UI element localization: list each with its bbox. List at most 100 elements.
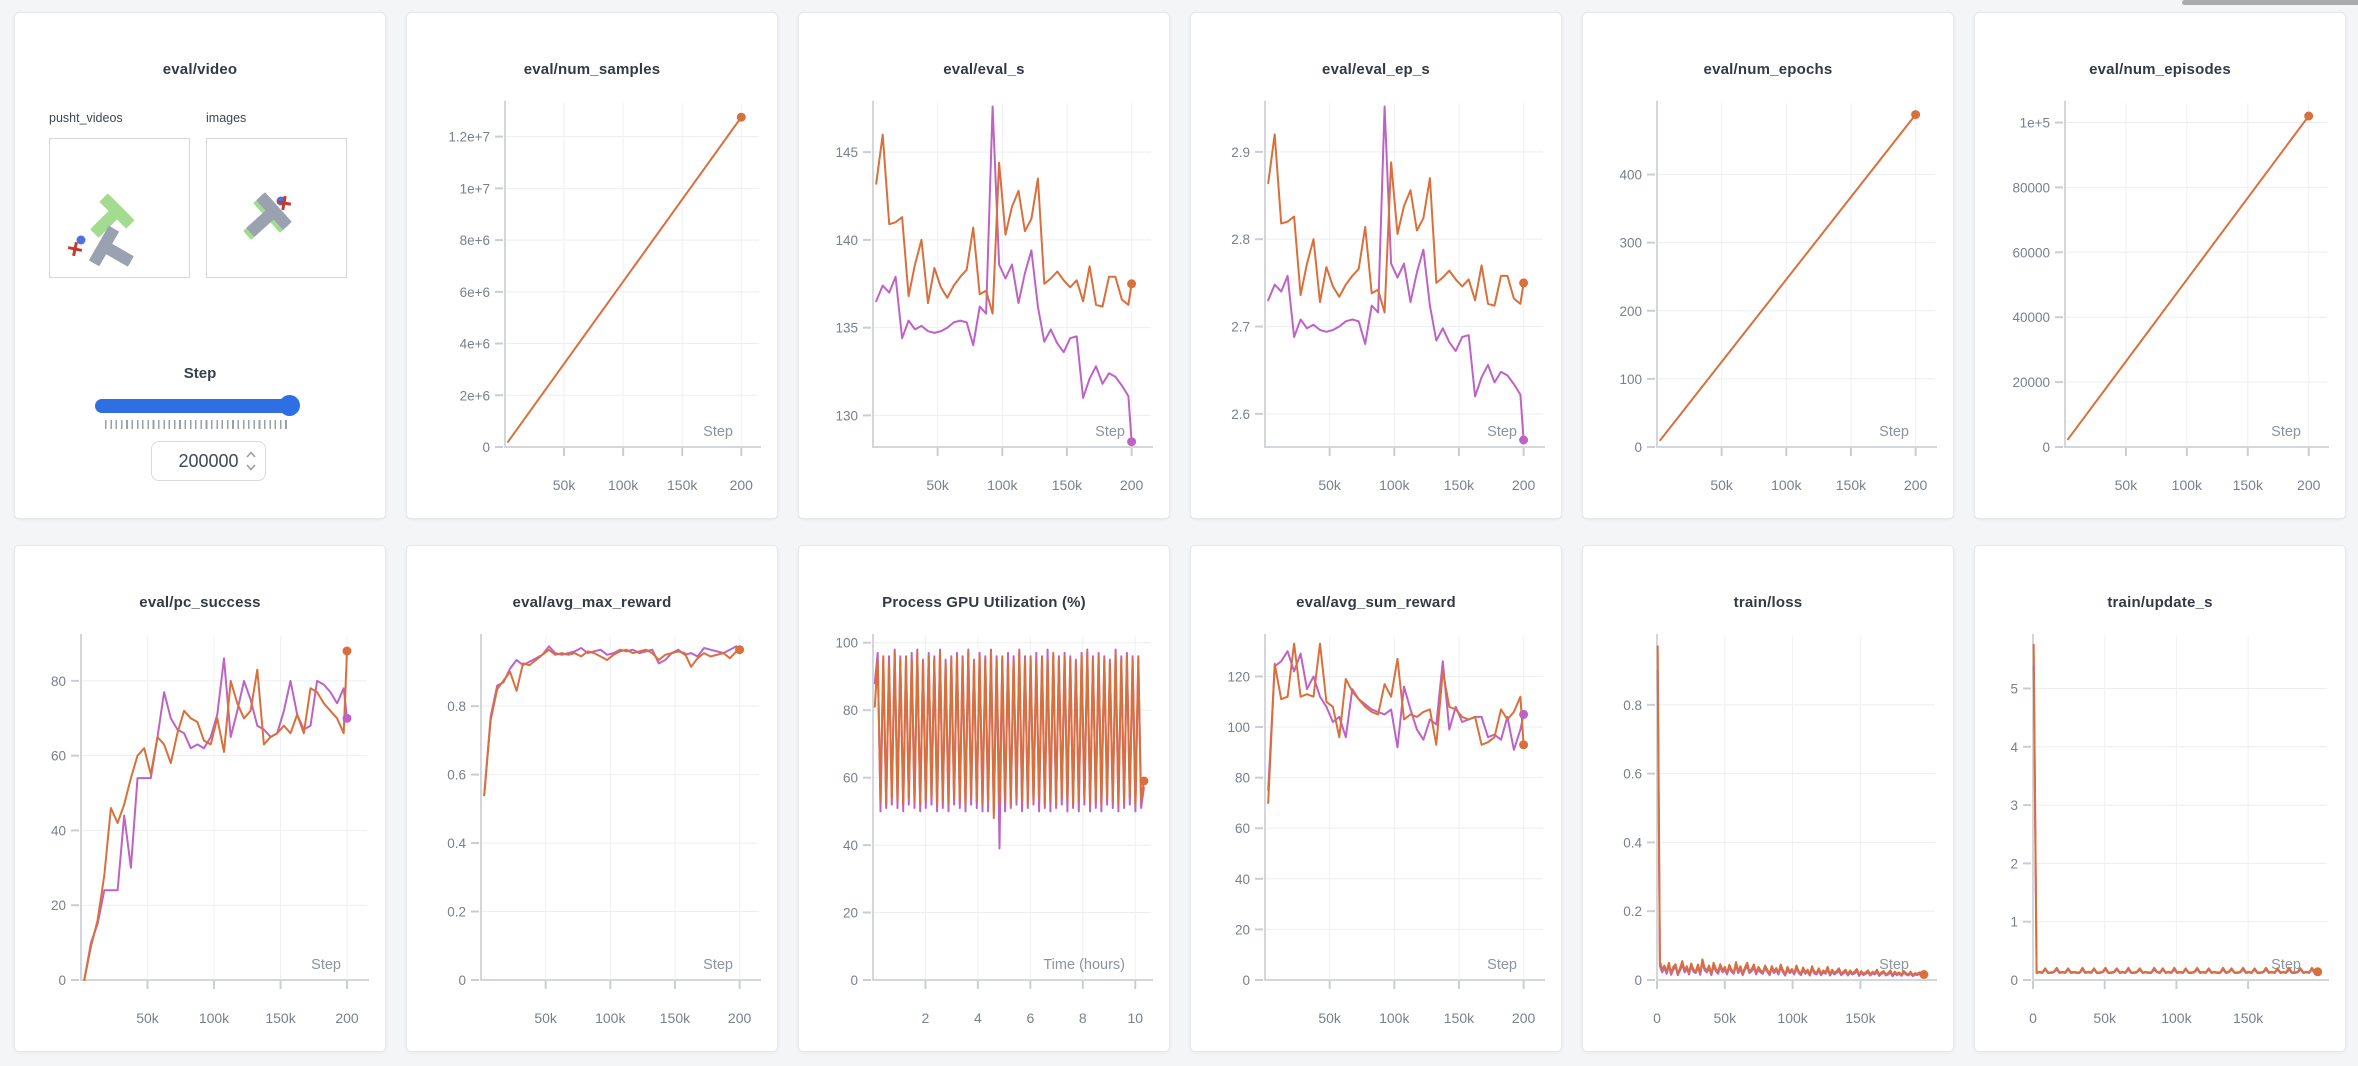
svg-text:6: 6: [1026, 1010, 1034, 1026]
panel-train-loss[interactable]: train/loss 0 0.2 0.4 0.6 0.8 0 50k 100k 150k Step: [1582, 545, 1954, 1052]
svg-text:150k: 150k: [1444, 477, 1475, 493]
line-chart-eval-pc-success[interactable]: 0 20 40 60 80 50k 100k 150k 200 Step: [15, 546, 386, 1052]
svg-text:50k: 50k: [2115, 477, 2139, 493]
line-chart-gpu-utilization[interactable]: 0 20 40 60 80 100 2 4 6 8 10 Time (hours): [799, 546, 1170, 1052]
agent-dot: [76, 235, 86, 245]
svg-text:200: 200: [1120, 477, 1144, 493]
chart-title: Process GPU Utilization (%): [882, 594, 1086, 611]
media-caption-images: images: [206, 111, 247, 125]
panel-eval-eval-ep-s[interactable]: eval/eval_ep_s 2.6 2.7 2.8 2.9 50k 100k 150k 20…: [1190, 12, 1562, 519]
svg-text:10: 10: [1127, 1010, 1143, 1026]
svg-text:8e+6: 8e+6: [460, 233, 490, 248]
svg-text:100: 100: [1227, 720, 1250, 735]
svg-text:50k: 50k: [1714, 1010, 1738, 1026]
svg-text:Step: Step: [703, 424, 733, 440]
svg-text:200: 200: [730, 477, 754, 493]
svg-text:200: 200: [1904, 477, 1928, 493]
svg-text:60: 60: [51, 749, 66, 764]
svg-text:0: 0: [1242, 973, 1250, 988]
step-value: 200000: [178, 450, 239, 471]
svg-text:0.8: 0.8: [1623, 698, 1642, 713]
svg-text:100: 100: [1619, 372, 1642, 387]
svg-text:1.2e+7: 1.2e+7: [448, 130, 490, 145]
svg-text:200: 200: [1619, 304, 1642, 319]
svg-text:200: 200: [728, 1010, 752, 1026]
svg-text:150k: 150k: [1845, 1010, 1876, 1026]
svg-text:Step: Step: [311, 957, 341, 973]
panel-eval-num-samples[interactable]: eval/num_samples 0 2e+6 4e+6 6e+6 8e+6 1e+7 1.…: [406, 12, 778, 519]
svg-text:0: 0: [458, 973, 466, 988]
horizontal-scrollbar-thumb[interactable]: [2182, 0, 2358, 5]
target-cross: [276, 195, 292, 211]
step-value-input[interactable]: 200000: [151, 441, 266, 481]
panel-eval-num-epochs[interactable]: eval/num_epochs 0 100 200 300 400 50k 100k 150k…: [1582, 12, 1954, 519]
svg-text:8: 8: [1079, 1010, 1087, 1026]
panel-title: eval/video: [162, 61, 238, 78]
line-chart-eval-num-epochs[interactable]: 0 100 200 300 400 50k 100k 150k 200 Step: [1583, 13, 1954, 519]
svg-text:2.8: 2.8: [1231, 232, 1250, 247]
svg-text:Step: Step: [703, 957, 733, 973]
svg-text:0: 0: [2042, 440, 2050, 455]
line-chart-eval-avg-sum-reward[interactable]: 0 20 40 60 80 100 120 50k 100k 150k 200 Step: [1191, 546, 1562, 1052]
svg-text:40: 40: [843, 838, 858, 853]
chart-title: train/update_s: [2107, 594, 2213, 611]
line-chart-eval-num-episodes[interactable]: 0 20000 40000 60000 80000 1e+5 50k 100k 150k 200 S…: [1975, 13, 2346, 519]
panel-eval-num-episodes[interactable]: eval/num_episodes 0 20000 40000 60000 80000 1…: [1974, 12, 2346, 519]
step-slider-track[interactable]: [95, 399, 299, 413]
svg-text:100k: 100k: [1379, 1010, 1410, 1026]
svg-text:20: 20: [843, 906, 858, 921]
svg-text:200: 200: [1512, 477, 1536, 493]
svg-text:Step: Step: [1879, 957, 1909, 973]
panel-train-update-s[interactable]: train/update_s 0 1 2 3 4 5 0 50k 100k 150k Step: [1974, 545, 2346, 1052]
svg-text:100k: 100k: [199, 1010, 230, 1026]
panel-eval-video[interactable]: eval/video pusht_videos images: [14, 12, 386, 519]
svg-text:2.7: 2.7: [1231, 320, 1250, 335]
svg-text:1e+5: 1e+5: [2020, 115, 2050, 130]
svg-text:130: 130: [835, 408, 858, 423]
svg-text:100k: 100k: [595, 1010, 626, 1026]
svg-text:Step: Step: [2271, 424, 2301, 440]
svg-text:1e+7: 1e+7: [460, 181, 490, 196]
svg-text:150k: 150k: [660, 1010, 691, 1026]
svg-text:50k: 50k: [1710, 477, 1734, 493]
chart-title: eval/eval_ep_s: [1322, 61, 1430, 78]
svg-text:200: 200: [1512, 1010, 1536, 1026]
svg-text:20000: 20000: [2012, 375, 2050, 390]
line-chart-train-loss[interactable]: 0 0.2 0.4 0.6 0.8 0 50k 100k 150k Step: [1583, 546, 1954, 1052]
panel-eval-pc-success[interactable]: eval/pc_success 0 20 40 60 80 50k 100k 150k 200 S…: [14, 545, 386, 1052]
line-chart-eval-num-samples[interactable]: 0 2e+6 4e+6 6e+6 8e+6 1e+7 1.2e+7 50k 100k 150k 20…: [407, 13, 778, 519]
svg-text:40: 40: [1235, 872, 1250, 887]
line-chart-eval-eval-s[interactable]: 130 135 140 145 50k 100k 150k 200 Step: [799, 13, 1170, 519]
svg-text:0.4: 0.4: [447, 836, 466, 851]
svg-text:6e+6: 6e+6: [460, 285, 490, 300]
svg-text:50k: 50k: [534, 1010, 558, 1026]
panel-eval-avg-sum-reward[interactable]: eval/avg_sum_reward 0 20 40 60 80 100 120 50k 10…: [1190, 545, 1562, 1052]
svg-text:50k: 50k: [2093, 1010, 2117, 1026]
svg-text:0: 0: [2029, 1010, 2037, 1026]
media-thumbnail-images[interactable]: [206, 138, 347, 278]
chart-title: eval/eval_s: [943, 61, 1025, 78]
svg-text:135: 135: [835, 321, 858, 336]
svg-text:50k: 50k: [1318, 477, 1342, 493]
svg-text:150k: 150k: [1836, 477, 1867, 493]
svg-text:50k: 50k: [136, 1010, 160, 1026]
svg-text:80: 80: [843, 703, 858, 718]
line-chart-eval-eval-ep-s[interactable]: 2.6 2.7 2.8 2.9 50k 100k 150k 200 Step: [1191, 13, 1562, 519]
stepper-arrows-icon[interactable]: [246, 450, 256, 472]
line-chart-eval-avg-max-reward[interactable]: 0 0.2 0.4 0.6 0.8 50k 100k 150k 200 Step: [407, 546, 778, 1052]
svg-text:150k: 150k: [2233, 1010, 2264, 1026]
svg-text:2e+6: 2e+6: [460, 388, 490, 403]
svg-text:100k: 100k: [1771, 477, 1802, 493]
media-thumbnail-pusht-videos[interactable]: [49, 138, 190, 278]
panel-eval-eval-s[interactable]: eval/eval_s 130 135 140 145 50k 100k 150k 200 St…: [798, 12, 1170, 519]
svg-text:0: 0: [1634, 973, 1642, 988]
svg-text:2: 2: [2010, 856, 2018, 871]
panel-eval-avg-max-reward[interactable]: eval/avg_max_reward 0 0.2 0.4 0.6 0.8 50k 100k…: [406, 545, 778, 1052]
step-slider-thumb[interactable]: [279, 395, 300, 416]
panel-gpu-utilization[interactable]: Process GPU Utilization (%) 0 20 40 60 80 100…: [798, 545, 1170, 1052]
chart-title: eval/num_samples: [523, 61, 661, 78]
svg-text:100k: 100k: [987, 477, 1018, 493]
svg-text:0: 0: [58, 973, 66, 988]
target-cross: [67, 241, 83, 257]
